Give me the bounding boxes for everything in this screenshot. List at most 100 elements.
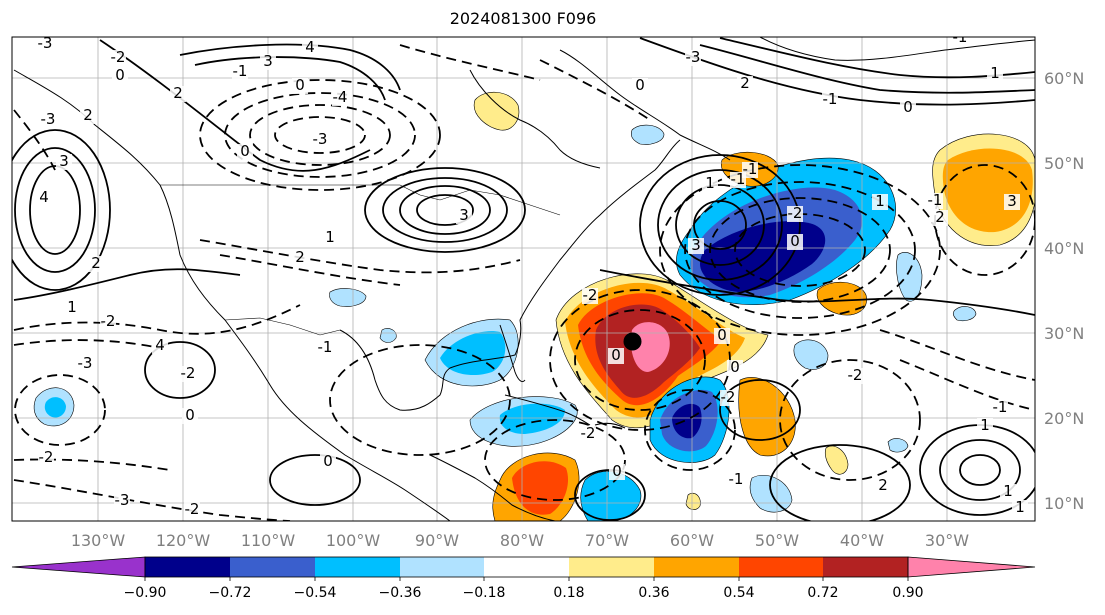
- contour-label-bg: [900, 100, 916, 116]
- contour-label: 0: [903, 98, 913, 116]
- colorbar-tick-label: −0.18: [463, 585, 506, 601]
- colorbar-swatch: [400, 557, 484, 577]
- contour-label-bg: [64, 300, 80, 316]
- contour-label-bg: [56, 154, 72, 170]
- hudson-bay: [469, 69, 601, 169]
- contour-label: -2: [583, 286, 598, 304]
- contour-label-bg: [180, 366, 196, 382]
- contour-label: -1: [823, 90, 838, 108]
- contour-label: -3: [38, 34, 53, 52]
- colorbar-tick-label: −0.72: [209, 585, 252, 601]
- contour-label-bg: [292, 78, 308, 94]
- contour-label-bg: [685, 50, 701, 66]
- contour-label: 0: [185, 406, 195, 424]
- contour-label: -2: [185, 500, 200, 518]
- negative-anomaly-area: [793, 339, 829, 370]
- contour-label: 2: [878, 476, 888, 494]
- contour-lines: [12, 37, 1035, 521]
- chart-title: 2024081300 F096: [449, 9, 597, 28]
- contour-label: -1: [731, 170, 746, 188]
- colorbar-swatch: [654, 557, 739, 577]
- contour-label: 2: [83, 106, 93, 124]
- contour-label-bg: [702, 176, 718, 192]
- cuba: [504, 394, 591, 426]
- latitude-label: 30°N: [1044, 324, 1084, 343]
- positive-anomaly-area: [685, 492, 701, 510]
- contour-label-bg: [952, 37, 968, 46]
- contour-label: -3: [686, 48, 701, 66]
- contour-label: 0: [730, 358, 740, 376]
- contour-label: 1: [67, 298, 77, 316]
- contour-label: 0: [323, 452, 333, 470]
- longitude-label: 130°W: [71, 531, 126, 550]
- greenland: [759, 37, 1035, 61]
- colorbar: −0.90 −0.72 −0.54 −0.36 −0.18 0.18 0.36 0.54 0.7…: [11, 556, 1036, 601]
- contour-label-bg: [1000, 484, 1016, 500]
- longitude-label: 50°W: [755, 531, 799, 550]
- longitude-label: 100°W: [326, 531, 381, 550]
- contour-label-bg: [582, 288, 598, 304]
- colorbar-tick-label: −0.36: [379, 585, 422, 601]
- contour-label-bg: [320, 454, 336, 470]
- contour-label-bg: [728, 472, 744, 488]
- contour-label: 4: [39, 188, 49, 206]
- contour-label-bg: [714, 328, 730, 344]
- contour-label: 2: [295, 248, 305, 266]
- contour-label: 1: [875, 192, 885, 210]
- map-background: [12, 37, 1035, 521]
- contour-label-bg: [184, 502, 200, 518]
- contour-label-bg: [1012, 500, 1028, 516]
- contour-label-bg: [292, 250, 308, 266]
- contour-label-bg: [110, 50, 126, 66]
- contour-label: -2: [111, 48, 126, 66]
- contour-label: 0: [240, 142, 250, 160]
- longitude-label: 70°W: [585, 531, 629, 550]
- solid-contours: [12, 37, 1035, 521]
- positive-anomaly-area: [824, 445, 849, 475]
- contour-label-bg: [632, 78, 648, 94]
- positive-anomaly-area: [512, 461, 569, 515]
- contour-label: 0: [611, 346, 621, 364]
- florida: [499, 324, 526, 383]
- contour-label: 4: [305, 38, 315, 56]
- contour-label: -3: [313, 130, 328, 148]
- latitude-label: 10°N: [1044, 494, 1084, 513]
- contour-label: -2: [101, 312, 116, 330]
- longitude-label: 30°W: [925, 531, 969, 550]
- negative-anomaly-area: [672, 403, 702, 439]
- labrador-coast: [559, 49, 731, 161]
- contour-label: -2: [581, 424, 596, 442]
- contour-label: 0: [717, 326, 727, 344]
- storm-center-marker: [623, 332, 642, 351]
- colorbar-swatch: [484, 557, 569, 577]
- mexico-border: [224, 317, 341, 336]
- contour-label-bg: [114, 493, 130, 509]
- contour-label-bg: [987, 66, 1003, 82]
- colorbar-tick-label: −0.90: [124, 585, 167, 601]
- contour-label-bg: [302, 40, 318, 56]
- contour-label-bg: [152, 338, 168, 354]
- latitude-label: 50°N: [1044, 154, 1084, 173]
- contour-label: -2: [181, 364, 196, 382]
- map-frame: [11, 36, 1036, 522]
- contour-label-bg: [37, 37, 53, 52]
- lat-lon-grid: [12, 37, 1035, 521]
- colorbar-swatch: [230, 557, 315, 577]
- contour-label: -2: [788, 204, 803, 222]
- contour-label-bg: [872, 194, 888, 210]
- contour-label-bg: [787, 206, 803, 222]
- contour-label: 3: [59, 152, 69, 170]
- latitude-labels: 60°N 50°N 40°N 30°N 20°N 10°N: [1044, 69, 1084, 513]
- longitude-label: 80°W: [500, 531, 544, 550]
- contour-label: 0: [115, 66, 125, 84]
- contour-label: 2: [173, 84, 183, 102]
- contour-label: 0: [790, 232, 800, 250]
- colorbar-swatch: [569, 557, 654, 577]
- colorbar-swatch: [315, 557, 400, 577]
- contour-label: 4: [155, 336, 165, 354]
- negative-anomaly-area: [44, 397, 66, 418]
- contour-label-bg: [727, 360, 743, 376]
